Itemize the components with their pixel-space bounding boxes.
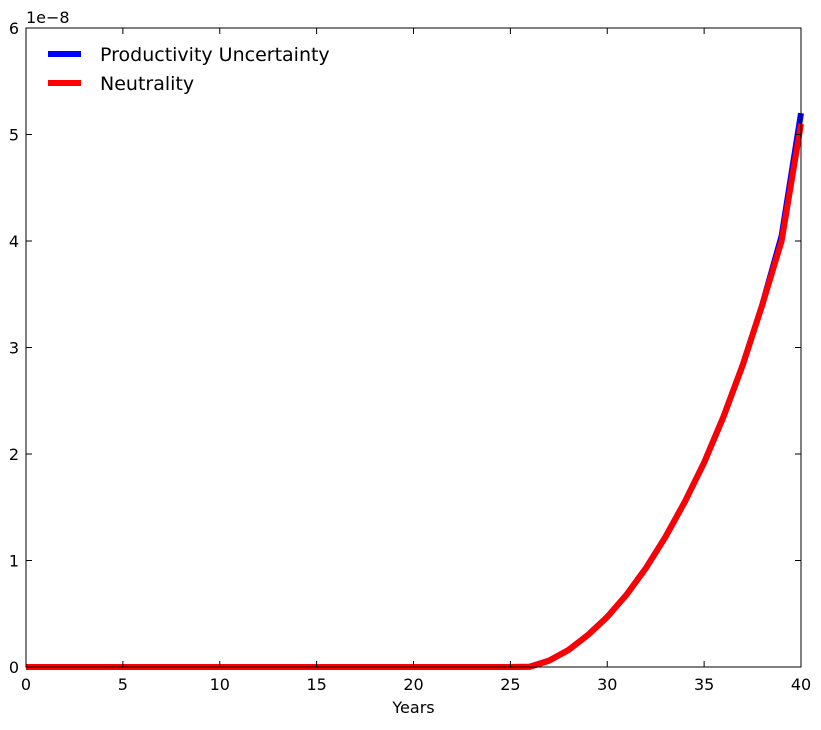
y-tick-label: 6 <box>9 19 19 38</box>
x-tick-label: 10 <box>210 675 230 694</box>
x-tick-label: 0 <box>21 675 31 694</box>
y-offset-label: 1e−8 <box>26 8 70 27</box>
x-tick-label: 40 <box>791 675 811 694</box>
legend: Productivity Uncertainty Neutrality <box>48 44 330 95</box>
y-tick-label: 0 <box>9 658 19 677</box>
legend-label-2: Neutrality <box>100 73 194 95</box>
y-tick-label: 1 <box>9 552 19 571</box>
x-tick-label: 20 <box>403 675 423 694</box>
legend-label-1: Productivity Uncertainty <box>100 44 330 66</box>
y-tick-label: 5 <box>9 126 19 145</box>
y-tick-label: 4 <box>9 232 19 251</box>
series-line-2 <box>26 123 804 670</box>
axes-layer <box>25 27 802 668</box>
x-tick-label: 15 <box>306 675 326 694</box>
series-line-1 <box>26 112 804 670</box>
x-tick-label: 25 <box>500 675 520 694</box>
x-axis-label: Years <box>391 698 434 717</box>
y-tick-label: 3 <box>9 339 19 358</box>
plot-frame <box>25 27 802 668</box>
x-tick-label: 5 <box>118 675 128 694</box>
x-tick-label: 30 <box>597 675 617 694</box>
x-tick-label: 35 <box>694 675 714 694</box>
ticks-layer: 0 5 10 15 20 25 30 35 40 0 1 2 3 4 5 6 <box>9 19 811 694</box>
series-layer <box>26 112 804 670</box>
y-tick-label: 2 <box>9 445 19 464</box>
